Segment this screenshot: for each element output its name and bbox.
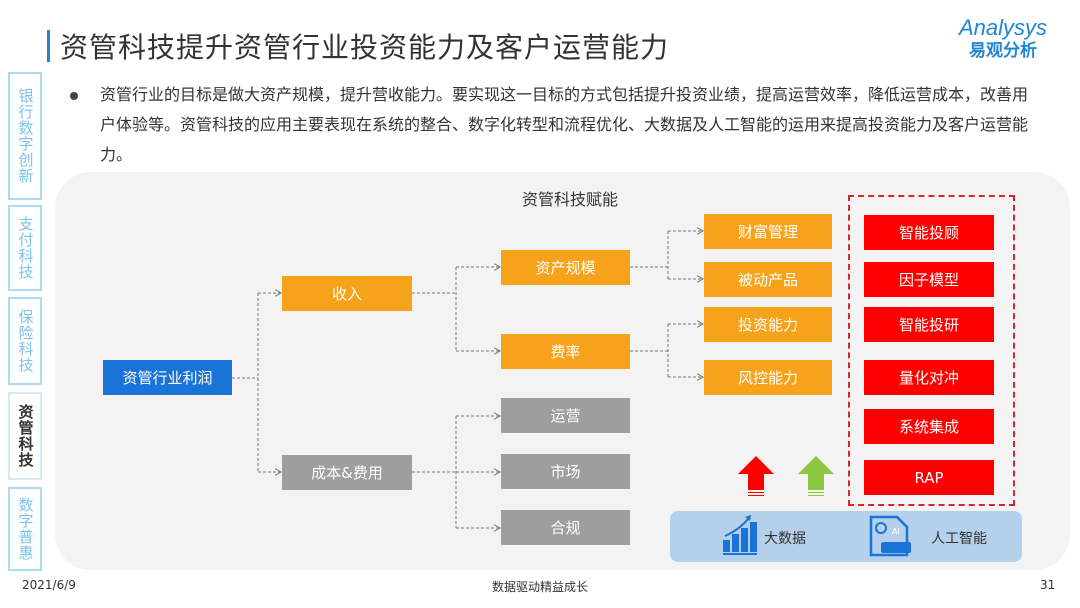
sidebar-item-asset-mgmt[interactable]: 资管科技 [8, 392, 42, 480]
bigdata-label: 大数据 [764, 531, 806, 547]
intro-paragraph: 资管行业的目标是做大资产规模，提升营收能力。要实现这一目标的方式包括提升投资业绩… [100, 85, 1029, 164]
fee-rate-box: 费率 [501, 334, 630, 369]
footer-slogan: 数据驱动精益成长 [491, 580, 588, 594]
page-number: 31 [1040, 578, 1056, 592]
red-up-arrow-icon [738, 456, 774, 496]
tech-box: 量化对冲 [864, 360, 994, 395]
diagram-title: 资管科技赋能 [521, 190, 618, 209]
sidebar-item-insurance[interactable]: 保险科技 [8, 297, 42, 385]
tech-box: 系统集成 [864, 409, 994, 444]
tech-box: 智能投研 [864, 307, 994, 342]
income-box: 收入 [282, 276, 412, 311]
page-title: 资管科技提升资管行业投资能力及客户运营能力 [60, 31, 670, 64]
investment-ability-box: 投资能力 [704, 307, 832, 342]
passive-product-box: 被动产品 [704, 262, 832, 297]
market-box: 市场 [501, 454, 630, 489]
ai-badge: AI [892, 527, 900, 536]
footer-date: 2021/6/9 [22, 578, 76, 592]
tech-box: 智能投顾 [864, 215, 994, 250]
sidebar-item-bank[interactable]: 银行数字创新 [8, 72, 42, 200]
green-up-arrow-icon [798, 456, 834, 496]
risk-control-box: 风控能力 [704, 360, 832, 395]
sidebar-item-payment[interactable]: 支付科技 [8, 205, 42, 291]
ai-document-icon [869, 515, 911, 557]
tech-box: 因子模型 [864, 262, 994, 297]
analysys-logo: Analysys 易观分析 [948, 16, 1058, 62]
tech-box: RAP [864, 460, 994, 495]
compliance-box: 合规 [501, 510, 630, 545]
bar-chart-growth-icon [723, 515, 757, 555]
ai-label: 人工智能 [931, 531, 987, 547]
operations-box: 运营 [501, 398, 630, 433]
title-accent-bar [47, 30, 50, 62]
logo-en: Analysys [958, 15, 1048, 40]
sidebar-item-inclusion[interactable]: 数字普惠 [8, 487, 42, 571]
bullet-dot [70, 92, 78, 100]
wealth-mgmt-box: 财富管理 [704, 214, 832, 249]
cost-box: 成本&费用 [282, 455, 412, 490]
asset-scale-box: 资产规模 [501, 250, 630, 285]
root-box: 资管行业利润 [103, 360, 232, 395]
logo-cn: 易观分析 [969, 41, 1037, 61]
tech-group-frame [848, 195, 1015, 506]
